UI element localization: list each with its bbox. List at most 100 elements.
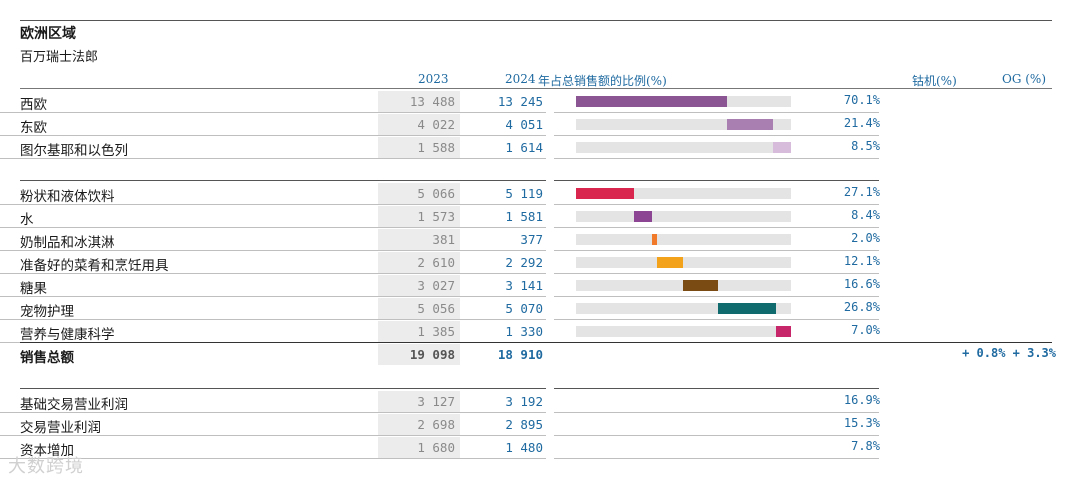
category-bar xyxy=(775,326,791,337)
category-row: 奶制品和冰淇淋 381 377 2.0% xyxy=(0,228,1080,251)
category-bar xyxy=(656,257,683,268)
category-share-pct: 16.6% xyxy=(843,277,880,291)
category-bar-track xyxy=(576,280,791,291)
category-row: 粉状和液体饮料 5 066 5 119 27.1% xyxy=(0,182,1080,205)
region-2024-value: 13 245 xyxy=(497,94,543,109)
category-2023-value: 2 610 xyxy=(378,252,460,273)
category-bar xyxy=(652,234,657,245)
category-2023-value: 1 385 xyxy=(378,321,460,342)
region-2023-value: 1 588 xyxy=(378,137,460,158)
profit-separator xyxy=(0,458,546,459)
category-separator-right xyxy=(554,296,879,297)
unit-label: 百万瑞士法郎 xyxy=(20,50,99,65)
profit-separator xyxy=(0,435,546,436)
category-label: 粉状和液体饮料 xyxy=(20,189,115,205)
category-separator xyxy=(0,204,546,205)
category-2024-value: 1 581 xyxy=(505,209,543,224)
group-rule-2b xyxy=(554,388,879,389)
category-row: 水 1 573 1 581 8.4% xyxy=(0,205,1080,228)
category-2023-value: 381 xyxy=(378,229,460,250)
region-bar-track xyxy=(576,142,791,153)
total-growth: + 0.8% + 3.3% xyxy=(962,346,1056,360)
region-bar xyxy=(576,96,727,107)
profit-share-pct: 16.9% xyxy=(843,393,880,407)
region-bar xyxy=(772,142,791,153)
region-2023-value: 13 488 xyxy=(378,91,460,112)
category-bar-track xyxy=(576,326,791,337)
category-2024-value: 5 119 xyxy=(505,186,543,201)
region-separator xyxy=(0,112,546,113)
profit-share-pct: 15.3% xyxy=(843,416,880,430)
category-2023-value: 5 066 xyxy=(378,183,460,204)
category-label: 宠物护理 xyxy=(20,304,74,320)
group-rule-1 xyxy=(20,180,546,181)
region-separator-right xyxy=(554,158,879,159)
profit-2023-value: 3 127 xyxy=(378,391,460,412)
category-label: 准备好的菜肴和烹饪用具 xyxy=(20,258,169,274)
group-rule-1b xyxy=(554,180,879,181)
profit-label: 交易营业利润 xyxy=(20,420,101,436)
region-bar-track xyxy=(576,96,791,107)
region-bar-track xyxy=(576,119,791,130)
category-2023-value: 1 573 xyxy=(378,206,460,227)
category-row: 宠物护理 5 056 5 070 26.8% xyxy=(0,297,1080,320)
region-2024-value: 1 614 xyxy=(505,140,543,155)
col-header-2024: 2024 xyxy=(505,72,536,86)
total-2024: 18 910 xyxy=(497,347,543,362)
profit-separator-right xyxy=(554,458,879,459)
group-rule-2 xyxy=(20,388,546,389)
category-bar-track xyxy=(576,234,791,245)
category-separator-right xyxy=(554,204,879,205)
top-rule xyxy=(20,20,1052,21)
region-separator-right xyxy=(554,135,879,136)
category-separator xyxy=(0,250,546,251)
category-row: 准备好的菜肴和烹饪用具 2 610 2 292 12.1% xyxy=(0,251,1080,274)
profit-2023-value: 1 680 xyxy=(378,437,460,458)
category-share-pct: 7.0% xyxy=(851,323,880,337)
profit-2024-value: 3 192 xyxy=(505,394,543,409)
profit-2023-value: 2 698 xyxy=(378,414,460,435)
region-separator xyxy=(0,135,546,136)
category-label: 水 xyxy=(20,212,34,228)
region-separator xyxy=(0,158,546,159)
profit-label: 资本增加 xyxy=(20,443,74,459)
region-share-pct: 21.4% xyxy=(843,116,880,130)
category-separator xyxy=(0,319,546,320)
category-2024-value: 377 xyxy=(520,232,543,247)
region-row: 东欧 4 022 4 051 21.4% xyxy=(0,113,1080,136)
category-separator-right xyxy=(554,273,879,274)
col-header-share: 年占总销售额的比例(%) xyxy=(538,74,667,88)
region-label: 西欧 xyxy=(20,97,47,113)
category-share-pct: 27.1% xyxy=(843,185,880,199)
category-label: 糖果 xyxy=(20,281,47,297)
region-share-pct: 70.1% xyxy=(843,93,880,107)
profit-row: 基础交易营业利润 3 127 3 192 16.9% xyxy=(0,390,1080,413)
category-bar xyxy=(718,303,776,314)
profit-label: 基础交易营业利润 xyxy=(20,397,128,413)
category-separator-right xyxy=(554,250,879,251)
category-2023-value: 5 056 xyxy=(378,298,460,319)
category-label: 奶制品和冰淇淋 xyxy=(20,235,115,251)
col-header-og: OG (%) xyxy=(1002,72,1047,86)
region-share-pct: 8.5% xyxy=(851,139,880,153)
region-label: 图尔基耶和以色列 xyxy=(20,143,128,159)
category-2024-value: 1 330 xyxy=(505,324,543,339)
category-bar xyxy=(576,188,635,199)
total-2023: 19 098 xyxy=(378,344,460,365)
region-bar xyxy=(726,119,773,130)
category-bar-track xyxy=(576,188,791,199)
category-separator xyxy=(0,227,546,228)
category-bar xyxy=(634,211,653,222)
category-separator xyxy=(0,296,546,297)
category-2024-value: 5 070 xyxy=(505,301,543,316)
category-row: 营养与健康科学 1 385 1 330 7.0% xyxy=(0,320,1080,343)
profit-row: 资本增加 1 680 1 480 7.8% xyxy=(0,436,1080,459)
profit-row: 交易营业利润 2 698 2 895 15.3% xyxy=(0,413,1080,436)
region-row: 西欧 13 488 13 245 70.1% xyxy=(0,90,1080,113)
category-separator-right xyxy=(554,319,879,320)
profit-separator-right xyxy=(554,412,879,413)
category-separator xyxy=(0,273,546,274)
col-header-rig: 钴机(%) xyxy=(912,74,957,88)
category-share-pct: 8.4% xyxy=(851,208,880,222)
region-2023-value: 4 022 xyxy=(378,114,460,135)
